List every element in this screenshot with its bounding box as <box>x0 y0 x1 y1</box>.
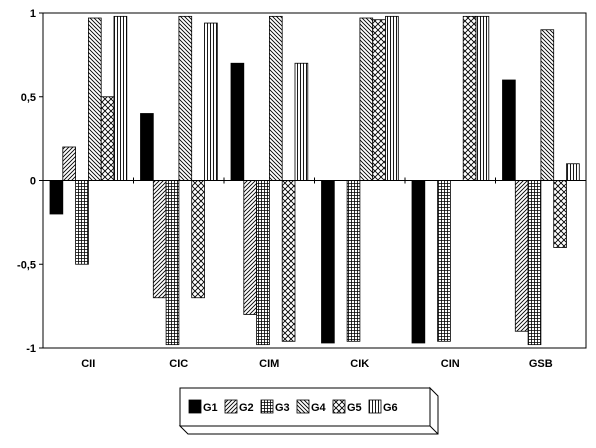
legend-swatch-g6 <box>368 399 382 414</box>
legend-label-g5: G5 <box>347 402 362 414</box>
bar-g6-gsb <box>566 163 580 181</box>
bar-g2-cim <box>243 180 258 315</box>
x-tick-label: CIK <box>350 358 369 370</box>
bar-g3-cim <box>256 180 270 346</box>
bar-g4-cim <box>268 15 283 181</box>
bar-g4-cic <box>178 15 193 181</box>
bar-g1-cik <box>321 180 335 344</box>
bar-g3-gsb <box>527 180 542 346</box>
bar-g5-cin <box>462 15 477 181</box>
legend-swatch-g1 <box>188 399 202 414</box>
legend-shadow-edge <box>429 425 439 435</box>
x-tick-label: CIM <box>259 358 279 370</box>
legend-swatch-g4 <box>296 399 310 414</box>
y-tick-label: 0 <box>30 176 36 188</box>
x-tick-label: CIN <box>441 358 460 370</box>
bar-g1-cin <box>411 180 426 344</box>
bar-g6-cin <box>475 15 490 181</box>
bar-g6-cic <box>204 22 218 181</box>
bar-g1-cim <box>230 62 245 181</box>
legend-label-g1: G1 <box>203 402 218 414</box>
legend-swatch-g3 <box>260 399 274 414</box>
legend-label-g3: G3 <box>275 402 290 414</box>
bar-g2-cii <box>62 146 76 181</box>
bar-g4-gsb <box>540 29 555 181</box>
bar-g1-cic <box>140 113 154 181</box>
bar-g2-gsb <box>514 180 529 332</box>
bar-g4-cii <box>88 17 102 181</box>
bar-g1-cii <box>49 180 64 215</box>
bar-g1-gsb <box>502 79 516 181</box>
bar-g3-cic <box>165 180 180 346</box>
legend-swatch-g5 <box>332 399 346 414</box>
legend-label-g4: G4 <box>311 402 327 414</box>
bar-g3-cin <box>437 180 451 342</box>
x-tick-label: CIC <box>169 358 188 370</box>
y-tick-label: -0,5 <box>17 259 36 271</box>
y-tick-label: 0,5 <box>21 92 36 104</box>
legend-label-g6: G6 <box>383 402 398 414</box>
y-tick-label: 1 <box>30 8 36 20</box>
legend-label-g2: G2 <box>239 402 254 414</box>
legend-swatch-g2 <box>224 399 238 414</box>
x-tick-label: CII <box>81 358 95 370</box>
bar-g6-cii <box>113 15 128 181</box>
bar-g5-cik <box>372 19 386 181</box>
bar-g6-cim <box>294 62 309 181</box>
bar-g5-gsb <box>553 180 567 248</box>
bar-g2-cic <box>152 180 167 299</box>
bar-g4-cik <box>359 17 374 181</box>
bar-g6-cik <box>385 15 399 181</box>
y-tick-label: -1 <box>26 343 36 355</box>
bar-g3-cii <box>75 180 89 265</box>
bar-g5-cii <box>100 96 115 181</box>
bar-g5-cic <box>191 180 205 299</box>
x-tick-label: GSB <box>529 358 553 370</box>
bar-g3-cik <box>346 180 361 342</box>
bar-g5-cim <box>281 180 296 342</box>
